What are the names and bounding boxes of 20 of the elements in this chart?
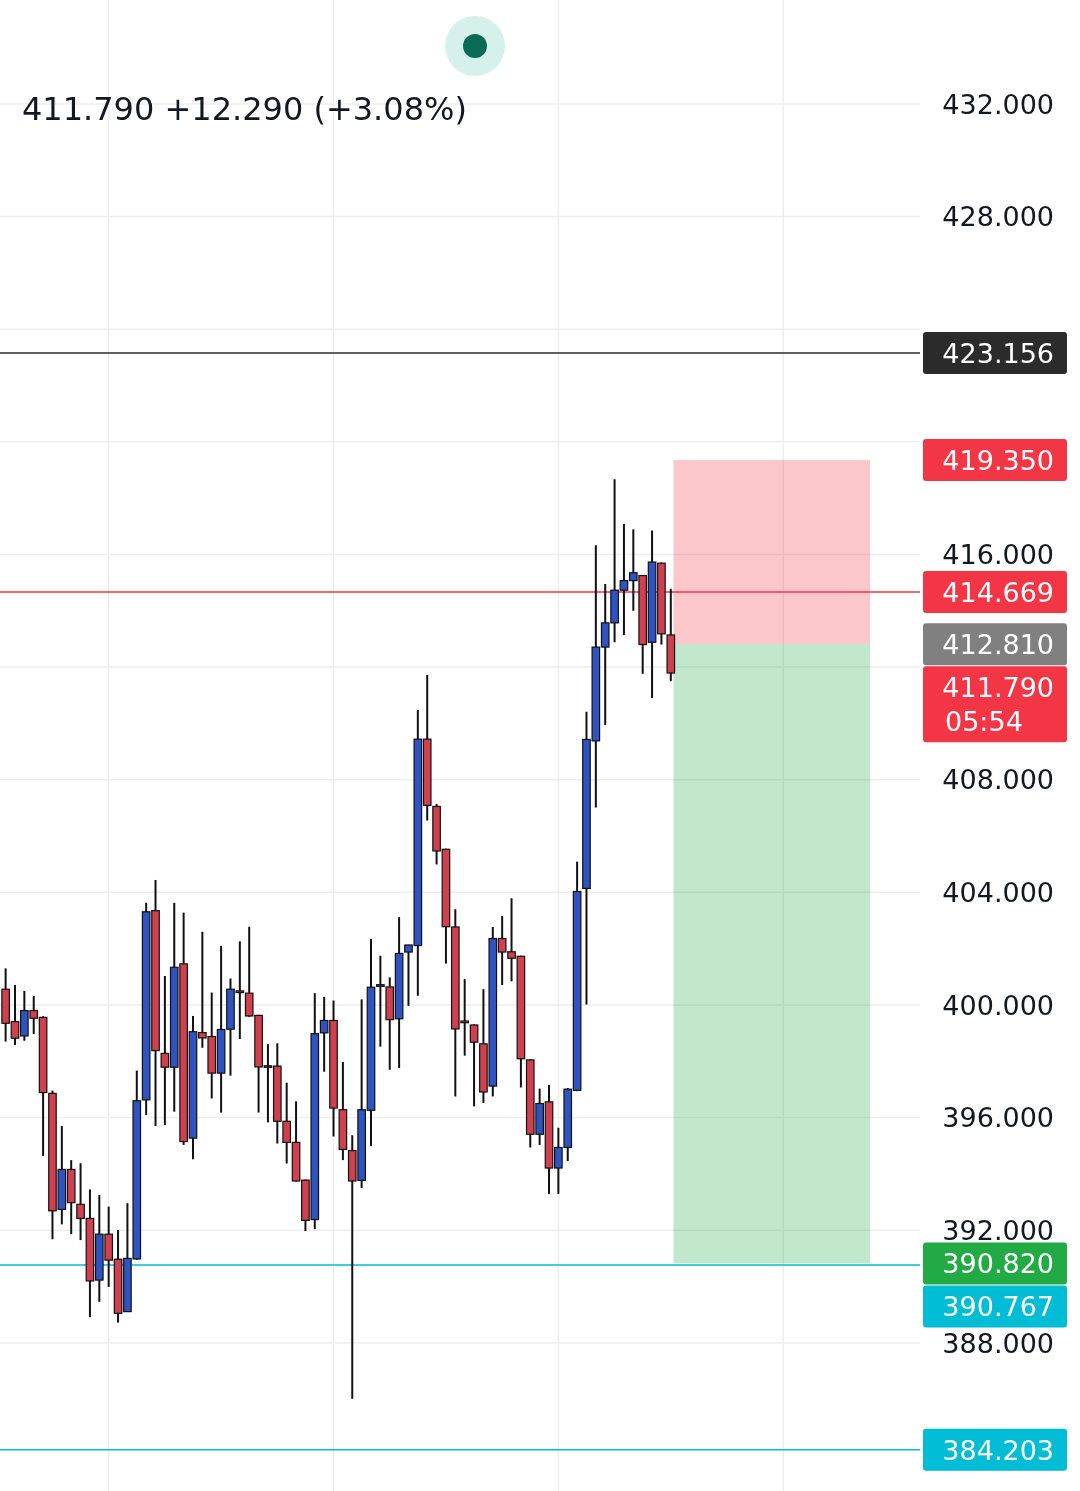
y-tick-label: 432.000 [942,88,1054,120]
ref-line-label: 384.203 [942,1434,1054,1466]
y-tick-label: 404.000 [942,877,1054,909]
y-tick-label: 416.000 [942,539,1054,571]
ref-line-label: 390.767 [942,1291,1054,1323]
candlestick [469,1023,479,1108]
text: 411.790 +12.290 (+3.08%) [22,90,467,128]
y-tick-label: 428.000 [942,201,1054,233]
text: 411.790 [942,671,1054,703]
y-tick-label: 408.000 [942,764,1054,796]
text: 05:54 [945,705,1023,737]
ref-line-label: 414.669 [942,576,1054,608]
ref-line-label: 423.156 [942,337,1054,369]
text: 412.810 [942,628,1054,660]
y-tick-label: 396.000 [942,1102,1054,1134]
band-label: 419.350 [942,444,1054,476]
y-tick-label: 388.000 [942,1327,1054,1359]
y-tick-label: 392.000 [942,1214,1054,1246]
band-label: 390.820 [942,1248,1054,1280]
y-tick-label: 400.000 [942,989,1054,1021]
